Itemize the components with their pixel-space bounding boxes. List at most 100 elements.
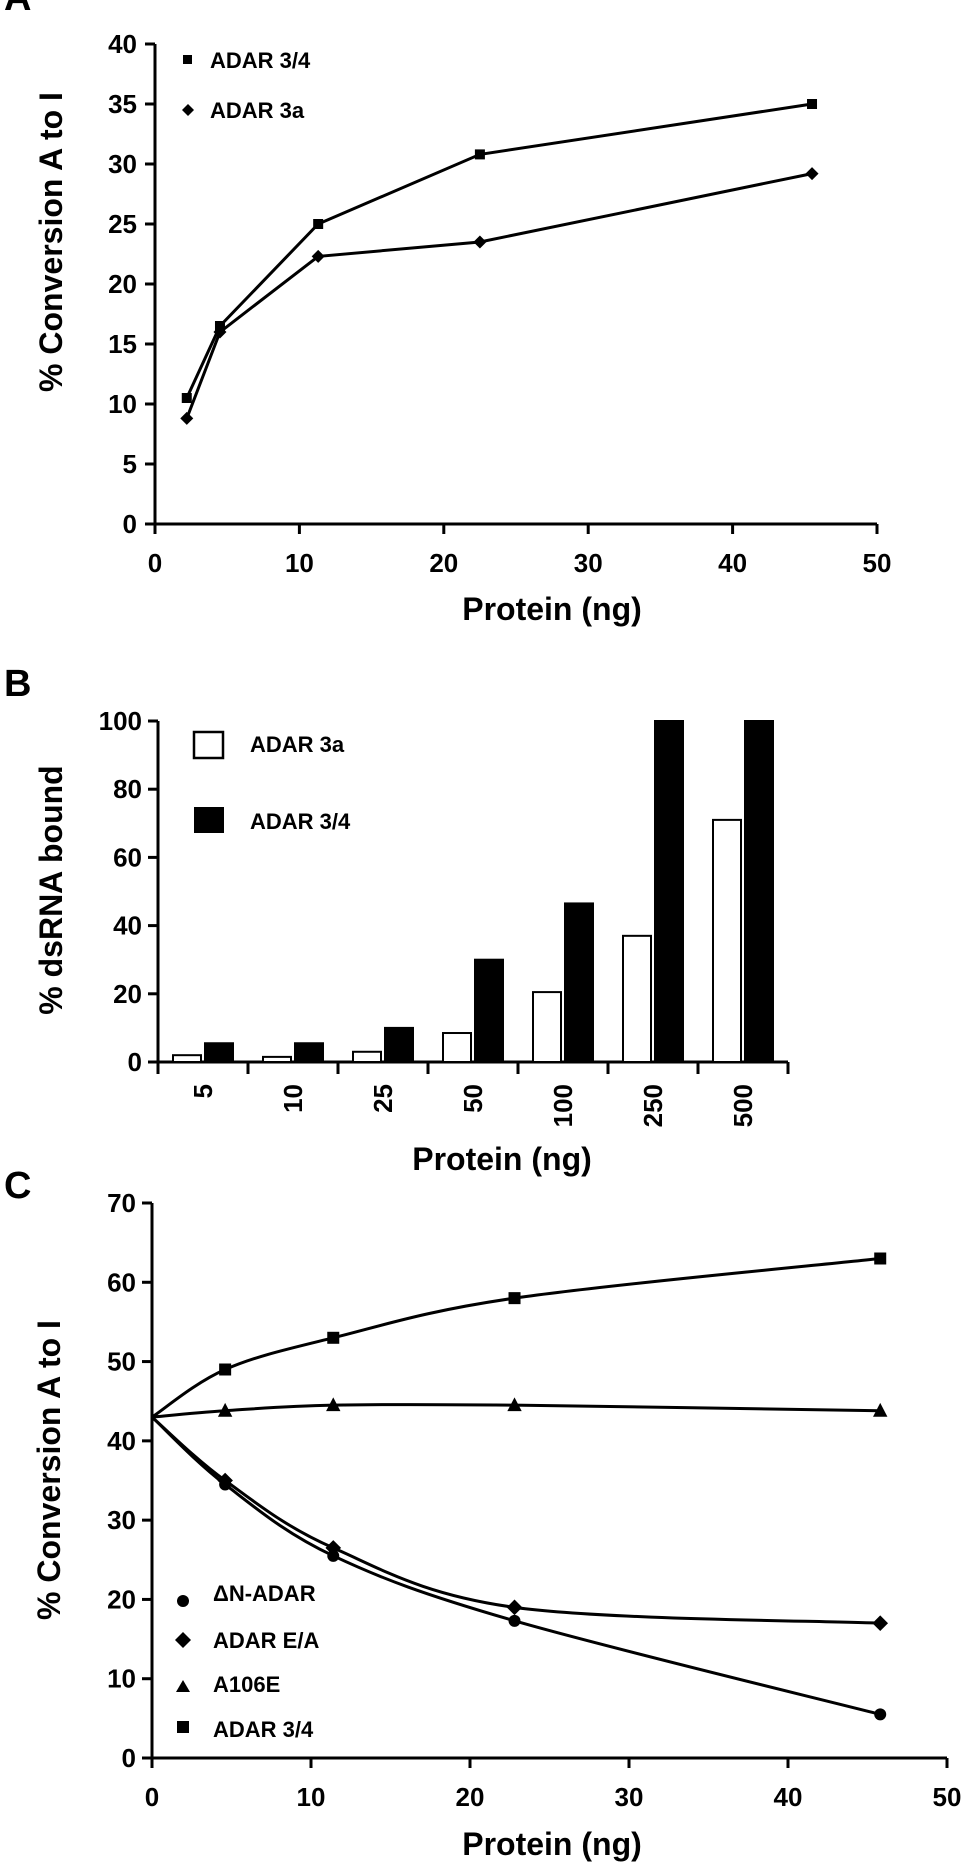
panel-a-label: A xyxy=(4,0,31,19)
legend-open-box-icon xyxy=(192,730,225,760)
panel-b-legend-adar34: ADAR 3/4 xyxy=(250,809,351,834)
panel-b-x-tick-label: 100 xyxy=(548,1084,578,1127)
data-point-adar-3a xyxy=(311,249,325,263)
panel-a-y-tick-label: 5 xyxy=(123,449,137,479)
bar-adar-3a xyxy=(532,991,562,1063)
data-point-a106e xyxy=(873,1402,888,1417)
bar-adar-3-4 xyxy=(294,1042,324,1063)
data-point-adar-3-4 xyxy=(508,1292,521,1305)
panel-c-x-tick-label: 10 xyxy=(297,1782,326,1812)
data-point-adar-3-4 xyxy=(874,1252,887,1265)
panel-a-x-tick-label: 0 xyxy=(148,548,162,578)
panel-a-x-tick-label: 20 xyxy=(429,548,458,578)
bar-adar-3a xyxy=(352,1050,382,1064)
panel-a-x-tick-label: 40 xyxy=(718,548,747,578)
bar-adar-3a xyxy=(262,1055,292,1064)
panel-b-axes xyxy=(156,721,788,1064)
panel-b-x-ticks: 5 10 25 50 100 250 500 xyxy=(156,1062,790,1127)
panel-b-x-tick-label: 250 xyxy=(638,1084,668,1127)
panel-c-y-tick-label: 10 xyxy=(107,1664,136,1694)
panel-a-series xyxy=(180,99,819,425)
data-point-n-adar xyxy=(327,1549,340,1562)
panel-c-y-tick-label: 0 xyxy=(122,1743,136,1773)
bar-adar-3a xyxy=(442,1032,472,1064)
panel-b-y-tick-label: 60 xyxy=(113,842,142,872)
panel-a-y-tick-label: 10 xyxy=(108,389,137,419)
bar-adar-3-4 xyxy=(474,958,504,1064)
bar-adar-3a xyxy=(712,818,742,1064)
panel-a-x-tick-label: 10 xyxy=(285,548,314,578)
data-point-adar-3-4 xyxy=(219,1363,232,1376)
panel-c-y-tick-label: 30 xyxy=(107,1505,136,1535)
panel-a-y-axis-label: % Conversion A to I xyxy=(33,92,69,392)
panel-b-y-tick-label: 80 xyxy=(113,774,142,804)
panel-b-y-tick-label: 40 xyxy=(113,911,142,941)
panel-b-x-tick-label: 500 xyxy=(728,1084,758,1127)
panel-b-x-tick-label: 5 xyxy=(188,1084,218,1098)
panel-a-y-tick-label: 25 xyxy=(108,209,137,239)
panel-c-x-tick-label: 30 xyxy=(615,1782,644,1812)
panel-a-y-tick-label: 20 xyxy=(108,269,137,299)
data-point-n-adar xyxy=(874,1708,887,1721)
panel-a-y-tick-label: 30 xyxy=(108,149,137,179)
panel-c-y-tick-label: 40 xyxy=(107,1426,136,1456)
data-point-adar-3a xyxy=(473,235,487,249)
panel-c-y-tick-label: 60 xyxy=(107,1267,136,1297)
panel-a-y-tick-label: 15 xyxy=(108,329,137,359)
panel-a-x-tick-label: 50 xyxy=(863,548,892,578)
data-point-n-adar xyxy=(508,1614,521,1627)
data-point-a106e xyxy=(326,1397,341,1412)
panel-c-x-ticks: 0 10 20 30 40 50 xyxy=(145,1758,961,1812)
series-line-adar-3a xyxy=(185,172,813,419)
legend-filled-box-icon xyxy=(194,807,224,833)
series-curve-n-adar xyxy=(150,1415,881,1716)
bar-adar-3a xyxy=(172,1054,202,1064)
panel-c-y-axis-label: % Conversion A to I xyxy=(31,1320,67,1620)
panel-c-y-tick-label: 50 xyxy=(107,1347,136,1377)
panel-c-label: C xyxy=(4,1165,31,1207)
data-point-adar-3-4 xyxy=(474,149,485,160)
panel-a-legend-adar34: ADAR 3/4 xyxy=(210,48,311,73)
data-point-a106e xyxy=(507,1397,522,1412)
panel-b-x-axis-label: Protein (ng) xyxy=(412,1141,592,1177)
panel-a-x-axis-label: Protein (ng) xyxy=(462,591,642,627)
data-point-adar-3-4 xyxy=(807,99,818,109)
panel-c-line-chart: C 0 10 20 30 40 50 60 70 0 10 20 30 40 50 % Conversi… xyxy=(4,1165,961,1862)
legend-square-marker-icon xyxy=(183,55,192,64)
data-point-adar-3a xyxy=(805,167,819,181)
panel-c-y-ticks: 0 10 20 30 40 50 60 70 xyxy=(107,1188,152,1773)
data-point-adar-e-a xyxy=(325,1540,342,1556)
panel-a-y-tick-label: 40 xyxy=(108,29,137,59)
panel-c-x-tick-label: 40 xyxy=(774,1782,803,1812)
data-point-adar-3-4 xyxy=(313,219,324,229)
panel-b-x-tick-label: 25 xyxy=(368,1084,398,1113)
data-point-adar-e-a xyxy=(872,1615,889,1632)
panel-a-line-chart: A 0 5 10 15 20 25 30 35 40 0 10 20 30 40 50 % Convers… xyxy=(4,0,891,627)
bar-adar-3-4 xyxy=(654,720,684,1063)
panel-a-legend-adar3a: ADAR 3a xyxy=(210,98,305,123)
panel-b-legend-adar3a: ADAR 3a xyxy=(250,732,345,757)
bar-adar-3-4 xyxy=(744,720,774,1063)
series-curve-adar-3-4 xyxy=(151,1257,881,1419)
panel-a-y-tick-label: 35 xyxy=(108,89,137,119)
panel-c-y-tick-label: 70 xyxy=(107,1188,136,1218)
panel-b-x-tick-label: 50 xyxy=(458,1084,488,1113)
panel-c-legend-dn-adar: ΔN-ADAR xyxy=(213,1581,316,1606)
panel-a-x-tick-label: 30 xyxy=(574,548,603,578)
panel-a-y-tick-label: 0 xyxy=(123,509,137,539)
data-point-adar-3a xyxy=(180,411,194,425)
panel-b-legend: ADAR 3a ADAR 3/4 xyxy=(192,730,351,834)
panel-c-legend-a106e: A106E xyxy=(213,1672,280,1697)
panel-b-y-axis-label: % dsRNA bound xyxy=(33,765,69,1014)
legend-triangle-marker-icon xyxy=(176,1680,190,1692)
bar-adar-3a xyxy=(622,934,652,1064)
panel-c-y-tick-label: 20 xyxy=(107,1584,136,1614)
data-point-adar-e-a xyxy=(506,1599,523,1616)
panel-c-series xyxy=(150,1252,889,1721)
legend-circle-marker-icon xyxy=(177,1595,189,1607)
panel-c-legend: ΔN-ADAR ADAR E/A A106E ADAR 3/4 xyxy=(175,1581,319,1742)
panel-c-x-tick-label: 20 xyxy=(456,1782,485,1812)
series-line-adar-3-4 xyxy=(185,102,813,399)
bar-adar-3-4 xyxy=(564,902,594,1063)
